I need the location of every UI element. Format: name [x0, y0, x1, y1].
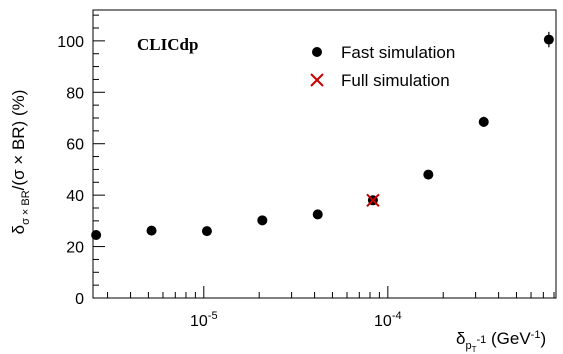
y-axis-title: δσ × BR/(σ × BR) (%) — [9, 90, 32, 235]
data-point-fast-sim — [423, 169, 434, 180]
y-tick-label: 40 — [66, 188, 84, 205]
y-tick-label: 80 — [66, 85, 84, 102]
data-point-fast-sim — [146, 225, 157, 236]
x-axis-title: δpT-1 (GeV-1) — [456, 329, 546, 354]
cross-stroke — [366, 193, 380, 207]
data-point-fast-sim — [91, 230, 102, 240]
legend-label-fast: Fast simulation — [341, 43, 455, 62]
legend-marker-full — [310, 73, 324, 87]
y-tick-label: 20 — [66, 240, 84, 257]
axes: 0 20 40 60 80 100 10-5 10-4 — [57, 14, 555, 330]
data-point-fast-sim — [478, 116, 489, 127]
plot-frame — [92, 9, 557, 299]
data-point-fast-sim — [257, 215, 268, 226]
data-point-fast-sim — [312, 209, 323, 220]
y-tick-label: 0 — [75, 291, 84, 308]
y-tick-label: 60 — [66, 137, 84, 154]
data-point-full-sim — [366, 193, 380, 207]
legend: Fast simulation Full simulation — [310, 43, 455, 90]
x-tick-label: 10-4 — [374, 310, 402, 330]
y-tick-label: 100 — [57, 34, 84, 51]
data-point-fast-sim — [201, 226, 212, 237]
clicdp-watermark: CLICdp — [137, 35, 198, 54]
data-marks — [91, 31, 554, 240]
data-point-fast-sim — [543, 34, 554, 45]
legend-marker-fast — [312, 47, 322, 57]
x-tick-label: 10-5 — [190, 310, 218, 330]
legend-label-full: Full simulation — [341, 71, 450, 90]
